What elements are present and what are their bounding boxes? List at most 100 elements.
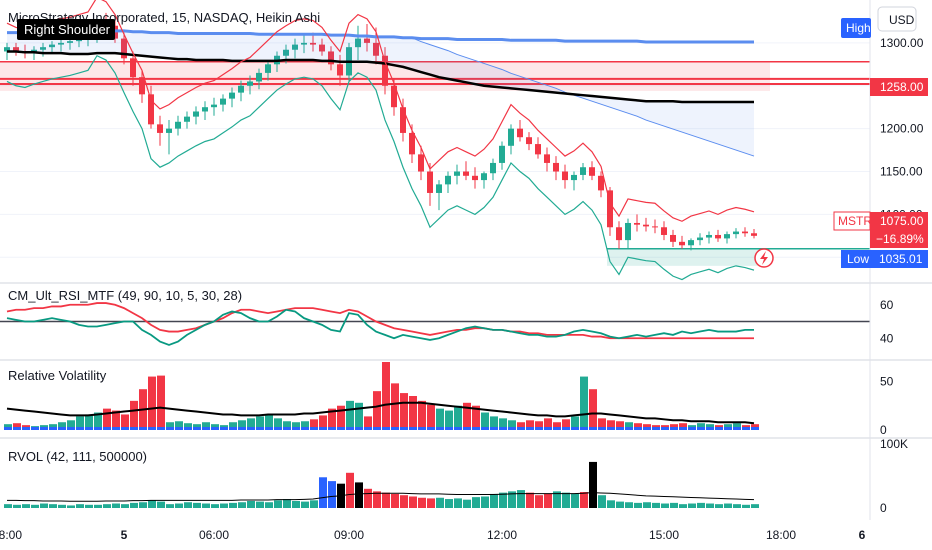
candle-body[interactable] (391, 85, 397, 108)
candle-body[interactable] (211, 104, 217, 108)
candle[interactable] (436, 180, 442, 211)
volatility-bar[interactable] (166, 422, 174, 430)
rvol-bar[interactable] (436, 497, 444, 508)
rvol-bar[interactable] (580, 492, 588, 508)
volatility-bar[interactable] (454, 405, 462, 430)
candle[interactable] (661, 221, 667, 241)
candle-body[interactable] (301, 42, 307, 45)
rvol-bar[interactable] (598, 495, 606, 508)
rvol-bar[interactable] (643, 502, 651, 508)
candle[interactable] (679, 235, 685, 249)
candle-body[interactable] (220, 98, 226, 105)
candles[interactable] (4, 12, 757, 251)
candle[interactable] (256, 68, 262, 90)
candle-body[interactable] (661, 227, 667, 235)
candle[interactable] (706, 231, 712, 244)
volatility-bar[interactable] (418, 400, 426, 430)
candle[interactable] (463, 161, 469, 181)
rvol-bar[interactable] (94, 504, 102, 508)
volatility-bar[interactable] (625, 422, 633, 430)
rvol-bar[interactable] (130, 502, 138, 508)
candle-body[interactable] (157, 124, 163, 133)
rvol-bar[interactable] (454, 498, 462, 508)
rvol-bar[interactable] (427, 498, 435, 508)
rvol-bar[interactable] (490, 493, 498, 508)
rvol-bar[interactable] (31, 504, 39, 508)
volatility-bar[interactable] (121, 414, 129, 430)
rvol-bar[interactable] (238, 502, 246, 508)
candle[interactable] (400, 98, 406, 142)
volatility-bar[interactable] (382, 362, 390, 430)
candle[interactable] (301, 34, 307, 54)
volatility-bar[interactable] (67, 420, 75, 430)
volatility-bar[interactable] (445, 410, 453, 430)
candle-body[interactable] (598, 175, 604, 191)
volatility-bar[interactable] (562, 419, 570, 430)
candle-body[interactable] (553, 162, 559, 172)
volatility-bar[interactable] (103, 408, 111, 430)
rvol-bar[interactable] (76, 504, 84, 508)
candle[interactable] (49, 41, 55, 54)
candle[interactable] (625, 218, 631, 249)
rvol-bar[interactable] (292, 500, 300, 508)
rvol-bar[interactable] (562, 492, 570, 508)
candle[interactable] (481, 171, 487, 189)
rvol-bar[interactable] (229, 502, 237, 508)
candle[interactable] (634, 214, 640, 232)
volatility-bar[interactable] (535, 421, 543, 430)
rvol-bar[interactable] (256, 501, 264, 508)
volatility-bar[interactable] (13, 423, 21, 430)
candle-body[interactable] (130, 58, 136, 78)
volatility-bar[interactable] (310, 419, 318, 430)
rvol-bar[interactable] (688, 503, 696, 508)
volatility-bar[interactable] (616, 421, 624, 430)
candle-body[interactable] (148, 94, 154, 125)
candle[interactable] (553, 156, 559, 181)
candle-body[interactable] (13, 47, 19, 52)
rvol-bar[interactable] (85, 504, 93, 508)
candle-body[interactable] (184, 116, 190, 122)
candle-body[interactable] (499, 145, 505, 163)
volatility-bar[interactable] (436, 408, 444, 430)
volatility-bar[interactable] (409, 396, 417, 430)
volatility-bar[interactable] (76, 416, 84, 430)
rvol-bar[interactable] (355, 482, 363, 508)
rvol-bar[interactable] (472, 497, 480, 508)
rvol-bar[interactable] (445, 499, 453, 508)
candle-body[interactable] (283, 49, 289, 56)
candle-body[interactable] (418, 154, 424, 172)
volatility-bar[interactable] (283, 421, 291, 430)
rvol-bar[interactable] (553, 491, 561, 508)
volatility-bar[interactable] (256, 416, 264, 430)
volatility-bar[interactable] (598, 418, 606, 430)
rvol-bar[interactable] (274, 500, 282, 508)
candle[interactable] (355, 25, 361, 61)
candle[interactable] (427, 162, 433, 206)
alert-icon[interactable] (754, 248, 774, 268)
rvol-bar[interactable] (103, 504, 111, 508)
candle-body[interactable] (373, 42, 379, 56)
rvol-bar[interactable] (607, 500, 615, 508)
rvol-bar[interactable] (391, 493, 399, 508)
rvol-bar[interactable] (382, 492, 390, 508)
volatility-bar[interactable] (274, 418, 282, 430)
candle-body[interactable] (670, 234, 676, 242)
candle-body[interactable] (355, 38, 361, 48)
volatility-bar[interactable] (553, 422, 561, 430)
volatility-bar[interactable] (301, 421, 309, 430)
rvol-bar[interactable] (634, 502, 642, 508)
rvol-bar[interactable] (211, 504, 219, 508)
volatility-bar[interactable] (328, 408, 336, 430)
rsi-pane[interactable]: 60 40 (0, 298, 894, 346)
rvol-bar[interactable] (589, 461, 597, 508)
candle-body[interactable] (427, 171, 433, 193)
candle[interactable] (391, 78, 397, 116)
candle-body[interactable] (571, 174, 577, 181)
candle-body[interactable] (643, 224, 649, 227)
candle-body[interactable] (265, 64, 271, 73)
candle[interactable] (652, 219, 658, 234)
candle[interactable] (580, 162, 586, 181)
volatility-bar[interactable] (94, 412, 102, 430)
candle[interactable] (490, 158, 496, 181)
